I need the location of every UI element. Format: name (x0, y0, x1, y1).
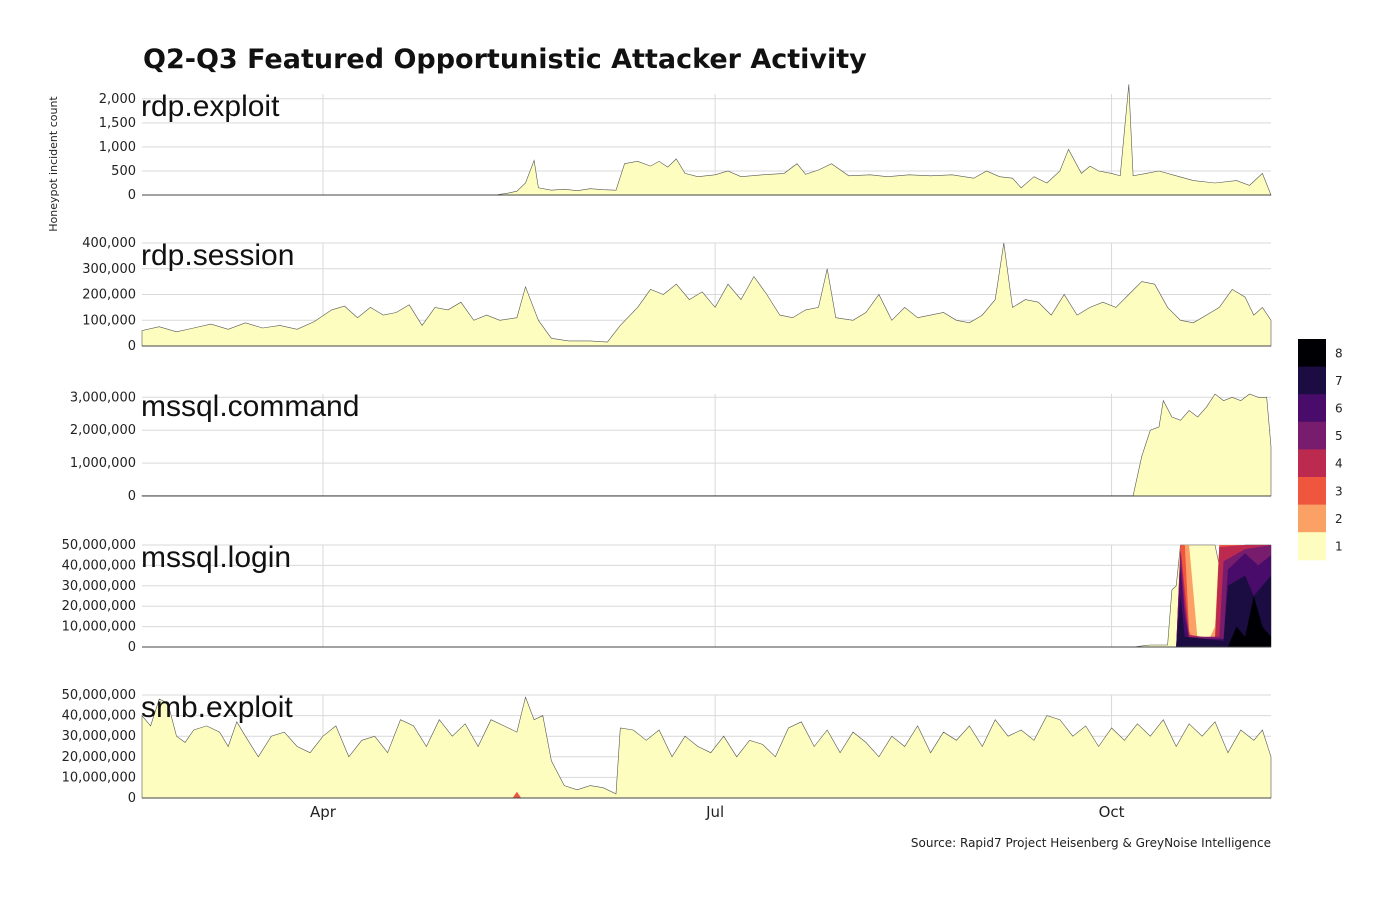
y-tick-label: 0 (128, 489, 136, 504)
panel-smb-exploit: 0 10,000,000 20,000,000 30,000,000 40,000,00… (62, 688, 1272, 806)
legend-swatch (1298, 532, 1326, 561)
y-tick-label: 2,000 (99, 92, 136, 107)
x-tick-label: Oct (1099, 803, 1125, 821)
legend-label: 2 (1335, 512, 1343, 526)
y-tick-label: 0 (128, 640, 136, 655)
legend-label: 6 (1335, 402, 1343, 416)
panel-label: mssql.login (141, 541, 291, 574)
panel-label: mssql.command (141, 390, 359, 423)
y-tick-label: 400,000 (82, 236, 136, 251)
x-axis: Apr Jul Oct (310, 803, 1125, 821)
y-tick-label: 100,000 (82, 313, 136, 328)
area-series-level-3 (512, 791, 522, 798)
x-tick-label: Apr (310, 803, 337, 821)
legend-label: 4 (1335, 457, 1343, 471)
y-tick-label: 2,000,000 (70, 423, 136, 438)
y-tick-label: 0 (128, 188, 136, 203)
legend-swatch (1298, 477, 1326, 506)
legend-label: 5 (1335, 429, 1343, 443)
y-tick-label: 0 (128, 339, 136, 354)
legend-swatch (1298, 449, 1326, 478)
y-tick-label: 50,000,000 (62, 538, 136, 553)
area-series-level-1 (142, 84, 1272, 196)
y-tick-label: 20,000,000 (62, 599, 136, 614)
panel-mssql-command: 0 1,000,000 2,000,000 3,000,000 mssql.comman… (70, 390, 1272, 504)
y-tick-label: 1,500 (99, 116, 136, 131)
y-tick-label: 10,000,000 (62, 770, 136, 785)
panel-rdp-session: 0 100,000 200,000 300,000 400,000 rdp.session (82, 236, 1272, 354)
panel-mssql-login: 0 10,000,000 20,000,000 30,000,000 40,000,00… (62, 538, 1272, 655)
panels: 0 500 1,000 1,500 2,000 rdp.exploit 0 100,000 20… (62, 84, 1272, 806)
y-tick-label: 40,000,000 (62, 709, 136, 724)
y-tick-label: 200,000 (82, 288, 136, 303)
y-tick-label: 40,000,000 (62, 558, 136, 573)
legend-label: 1 (1335, 540, 1343, 554)
y-tick-label: 50,000,000 (62, 688, 136, 703)
legend-swatch (1298, 366, 1326, 395)
y-tick-label: 1,000 (99, 140, 136, 155)
y-tick-label: 1,000,000 (70, 456, 136, 471)
panel-label: rdp.session (141, 239, 294, 272)
y-tick-label: 30,000,000 (62, 729, 136, 744)
y-tick-label: 3,000,000 (70, 390, 136, 405)
legend-swatch (1298, 504, 1326, 533)
area-series-level-1 (141, 242, 1272, 347)
area-series-level-1 (141, 696, 1272, 799)
legend-label: 8 (1335, 346, 1343, 360)
y-tick-label: 500 (111, 164, 136, 179)
x-tick-label: Jul (705, 803, 724, 821)
panel-label: smb.exploit (141, 691, 293, 724)
y-tick-label: 30,000,000 (62, 579, 136, 594)
chart-title: Q2-Q3 Featured Opportunistic Attacker Ac… (143, 44, 867, 75)
panel-label: rdp.exploit (141, 90, 280, 123)
y-tick-label: 300,000 (82, 262, 136, 277)
area-series-level-1 (142, 544, 1272, 648)
legend-swatch (1298, 339, 1326, 368)
y-tick-label: 10,000,000 (62, 620, 136, 635)
legend-label: 7 (1335, 374, 1343, 388)
legend-swatch (1298, 394, 1326, 423)
legend-label: 3 (1335, 484, 1343, 498)
y-axis-label: Honeypot incident count (47, 96, 60, 232)
y-tick-label: 0 (128, 791, 136, 806)
panel-rdp-exploit: 0 500 1,000 1,500 2,000 rdp.exploit (99, 84, 1272, 203)
area-series-level-8 (1227, 596, 1271, 647)
legend: 8 7 6 5 4 3 2 1 (1298, 339, 1343, 561)
legend-swatch (1298, 421, 1326, 450)
source-note: Source: Rapid7 Project Heisenberg & Grey… (911, 836, 1271, 850)
y-tick-label: 20,000,000 (62, 750, 136, 765)
area-series-level-1 (141, 393, 1272, 497)
